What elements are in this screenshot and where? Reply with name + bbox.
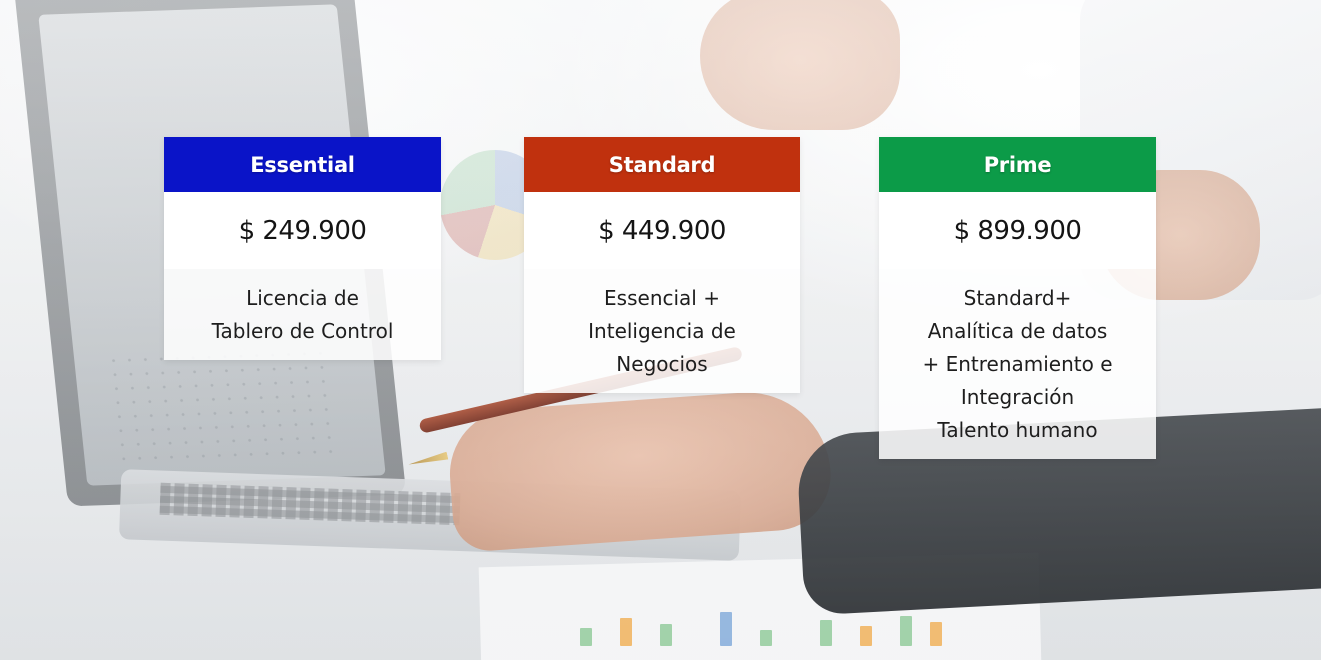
feature-line: Tablero de Control [211,319,394,343]
feature-line: Inteligencia de [588,319,736,343]
plan-header-standard: Standard [524,137,800,192]
plan-price-prime: $ 899.900 [879,192,1156,269]
feature-line: Integración [960,385,1075,409]
plan-features-essential: Licencia de Tablero de Control [164,269,441,360]
feature-line: Negocios [616,352,708,376]
plan-card-prime: Prime $ 899.900 Standard+ Analítica de d… [879,137,1156,459]
feature-line: Licencia de [246,286,359,310]
feature-line: + Entrenamiento e [922,352,1113,376]
background-paper-bars [560,596,960,646]
feature-line: Standard+ [963,286,1072,310]
plan-features-standard: Essencial + Inteligencia de Negocios [524,269,800,393]
feature-line: Talento humano [937,418,1098,442]
plan-card-essential: Essential $ 249.900 Licencia de Tablero … [164,137,441,360]
plan-header-essential: Essential [164,137,441,192]
background-hand-shape [700,0,900,130]
plan-header-prime: Prime [879,137,1156,192]
feature-line: Analítica de datos [927,319,1108,343]
feature-line: Essencial + [604,286,720,310]
plan-features-prime: Standard+ Analítica de datos + Entrenami… [879,269,1156,459]
plan-card-standard: Standard $ 449.900 Essencial + Inteligen… [524,137,800,393]
plan-price-standard: $ 449.900 [524,192,800,269]
plan-price-essential: $ 249.900 [164,192,441,269]
